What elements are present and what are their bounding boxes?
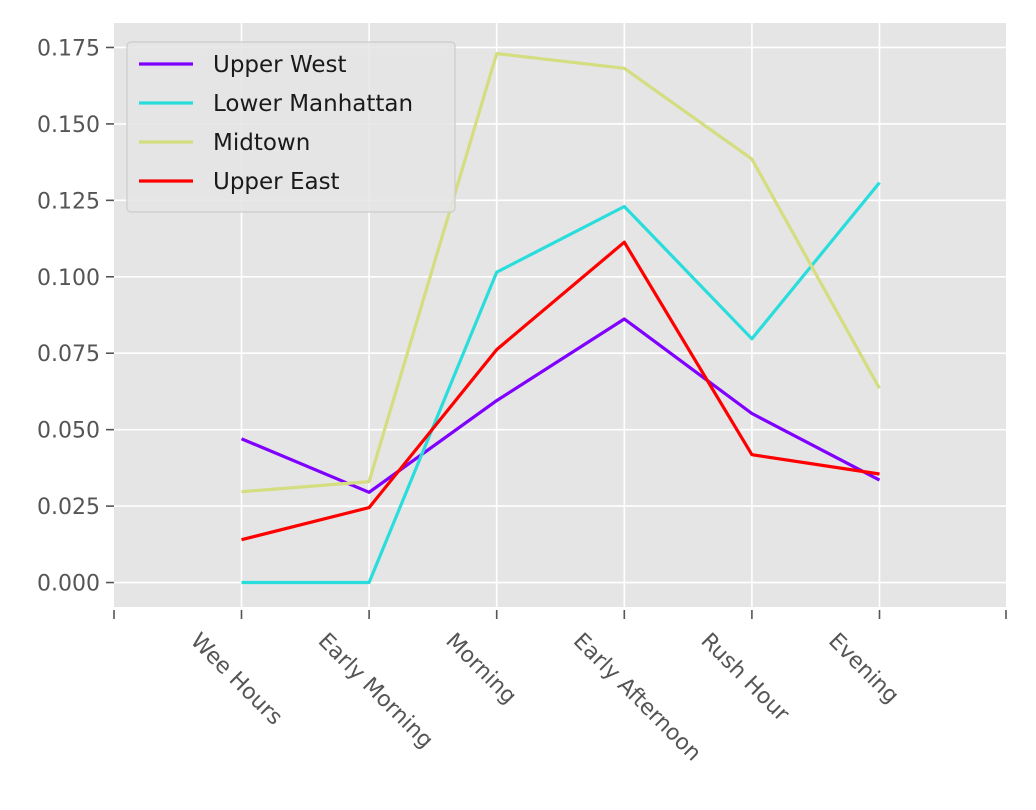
y-tick-label: 0.125 bbox=[37, 189, 100, 214]
y-tick-label: 0.100 bbox=[37, 266, 100, 291]
x-axis: Wee Hours Early Morning Morning Early After… bbox=[113, 610, 1007, 767]
series-line bbox=[241, 181, 881, 585]
series-lines bbox=[240, 51, 881, 585]
x-tick-label: Morning bbox=[440, 629, 521, 710]
legend-label: Lower Manhattan bbox=[213, 91, 413, 117]
legend-box bbox=[126, 41, 456, 213]
y-tick-label: 0.025 bbox=[37, 495, 100, 520]
x-tick-label: Early Afternoon bbox=[568, 629, 706, 767]
y-tick-label: 0.075 bbox=[37, 342, 100, 367]
legend-label: Upper West bbox=[213, 52, 347, 78]
x-tick-label: Early Morning bbox=[313, 629, 438, 754]
y-tick-label: 0.175 bbox=[37, 36, 100, 61]
legend-label: Midtown bbox=[213, 130, 310, 156]
legend: Upper West Lower Manhattan Midtown Upper Ea… bbox=[126, 41, 456, 213]
y-tick-label: 0.000 bbox=[37, 572, 100, 597]
y-axis: 0.000 0.025 0.050 0.075 0.100 0.125 0.150 0.175 bbox=[37, 36, 114, 597]
y-tick-label: 0.050 bbox=[37, 419, 100, 444]
legend-label: Upper East bbox=[213, 169, 340, 195]
y-tick-label: 0.150 bbox=[37, 113, 100, 138]
x-tick-label: Rush Hour bbox=[696, 629, 795, 728]
x-tick-label: Evening bbox=[823, 629, 903, 709]
series-line bbox=[241, 240, 880, 542]
series-line bbox=[241, 51, 881, 494]
x-tick-label: Wee Hours bbox=[185, 629, 287, 731]
